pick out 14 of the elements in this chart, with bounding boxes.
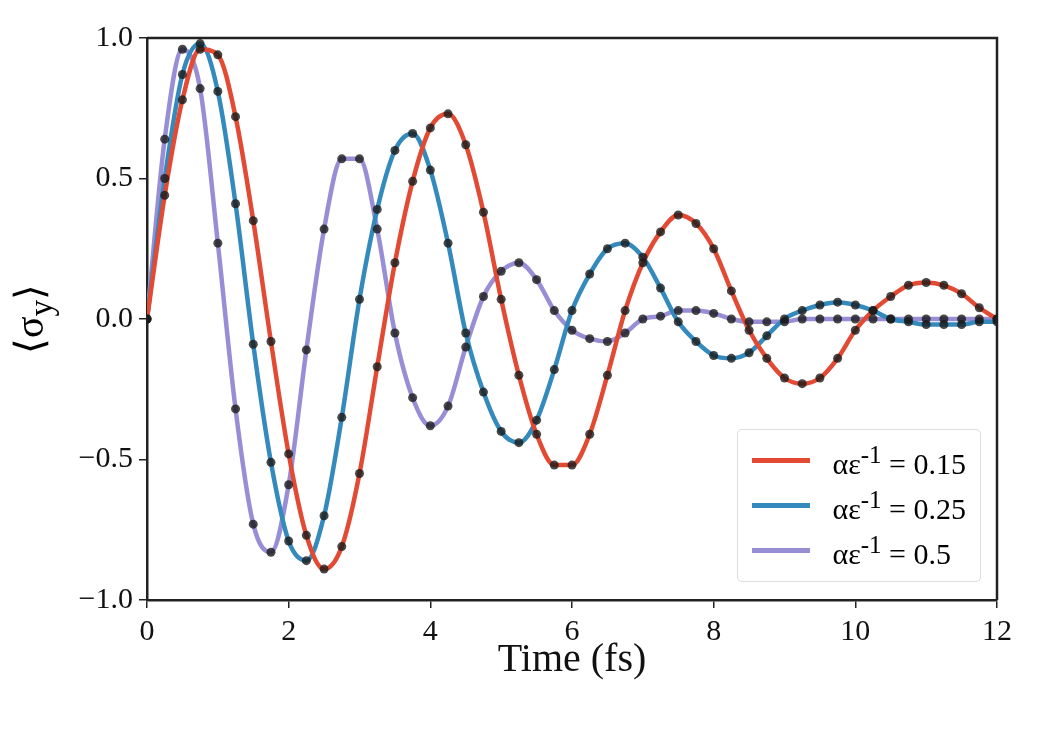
- x-tick-label: 2: [281, 612, 297, 646]
- y-tick-label: −1.0: [78, 580, 133, 614]
- legend-label: αε$^{-1}$ = 0.5: [832, 530, 951, 571]
- legend-label: αε$^{-1}$ = 0.15: [832, 440, 966, 481]
- x-tick-label: 10: [840, 612, 871, 646]
- y-tick-label: 1.0: [95, 18, 133, 52]
- x-tick-label: 4: [422, 612, 438, 646]
- y-tick-label: −0.5: [78, 440, 133, 474]
- x-tick-label: 8: [706, 612, 722, 646]
- x-tick-label: 12: [982, 612, 1012, 646]
- y-tick-label: 0.0: [95, 299, 133, 333]
- legend-label: αε$^{-1}$ = 0.25: [832, 485, 966, 526]
- x-tick-label: 0: [139, 612, 155, 646]
- y-tick-label: 0.5: [95, 159, 133, 193]
